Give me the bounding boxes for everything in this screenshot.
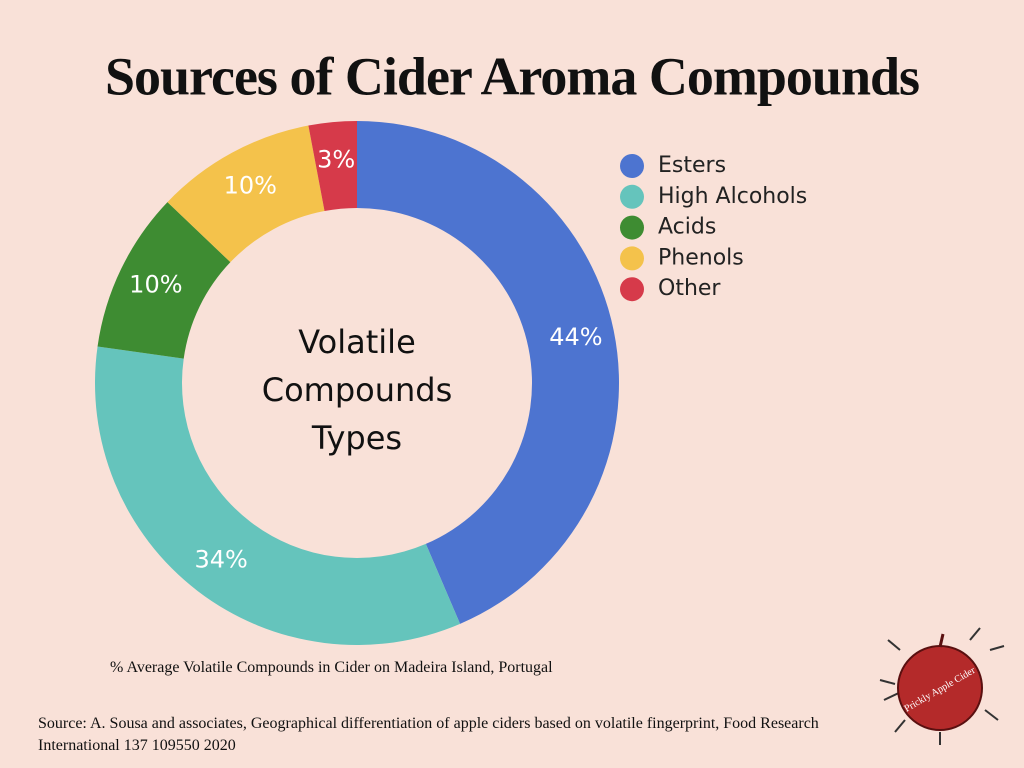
legend-marker [620, 277, 644, 302]
slice-label: 44% [549, 323, 602, 351]
slice-label: 34% [194, 545, 247, 573]
donut-slice [94, 346, 461, 645]
legend-label: Phenols [658, 245, 744, 270]
legend-marker [620, 184, 644, 209]
chart-note: % Average Volatile Compounds in Cider on… [110, 659, 553, 676]
donut-slice [97, 202, 231, 359]
slice-label: 10% [129, 271, 182, 299]
legend-label: High Alcohols [658, 184, 807, 209]
legend-marker [620, 215, 644, 240]
slice-label: 3% [317, 145, 355, 173]
donut-slice [167, 125, 325, 263]
donut-slice [308, 121, 357, 212]
chart-title: Sources of Cider Aroma Compounds [105, 46, 919, 106]
legend-label: Esters [658, 153, 726, 178]
legend-label: Other [658, 276, 721, 301]
legend-marker [620, 246, 644, 271]
legend-marker [620, 154, 644, 178]
slice-label: 10% [224, 172, 277, 200]
chart-source: Source: A. Sousa and associates, Geograp… [38, 715, 819, 754]
center-label: Volatile Compounds Types [261, 323, 453, 457]
logo: Prickly Apple Cider [879, 627, 1005, 745]
legend-label: Acids [658, 215, 716, 240]
donut-slice [357, 121, 619, 624]
